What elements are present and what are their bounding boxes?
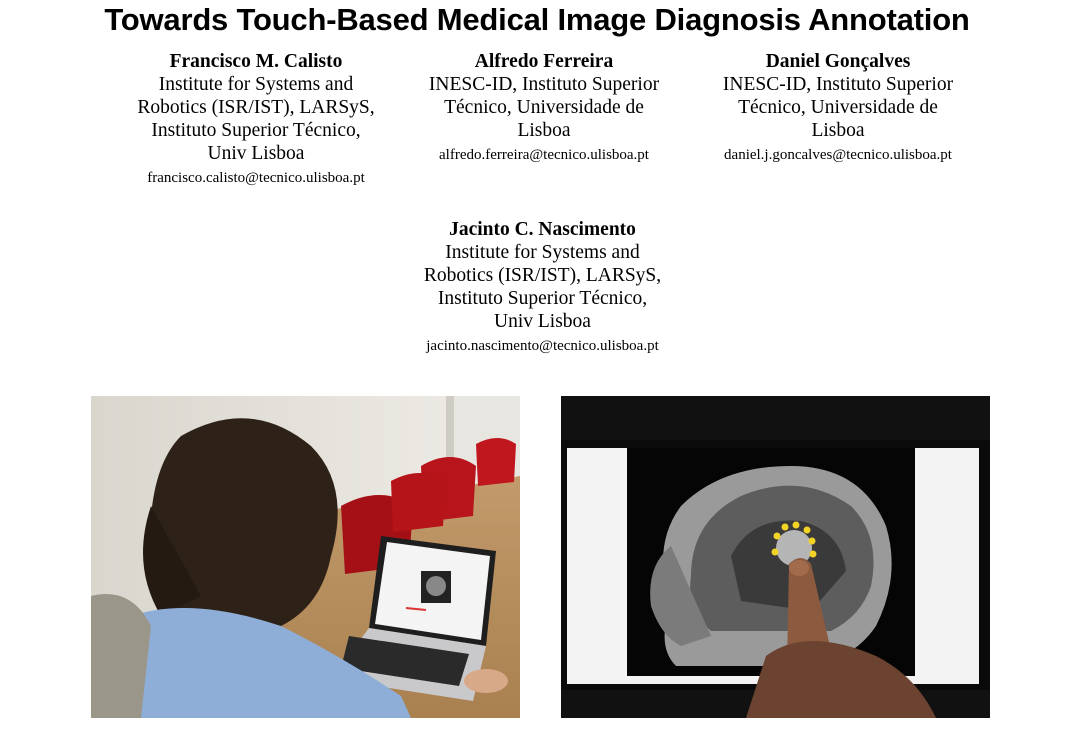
author-email[interactable]: francisco.calisto@tecnico.ulisboa.pt [147,170,365,186]
author-block: Daniel Gonçalves INESC-ID, Instituto Sup… [698,50,978,165]
author-affiliation-line: Robotics (ISR/IST), LARSyS, [423,265,662,286]
author-affiliation-line: INESC-ID, Instituto Superior [722,74,954,95]
author-email[interactable]: daniel.j.goncalves@tecnico.ulisboa.pt [724,147,952,163]
author-affiliation-line: Instituto Superior Técnico, [151,120,361,141]
author-affiliation-line: Lisboa [517,120,571,141]
author-block: Jacinto C. Nascimento Institute for Syst… [400,218,685,356]
author-affiliation-line: Institute for Systems and [445,242,640,263]
author-affiliation-line: Lisboa [811,120,865,141]
author-email[interactable]: alfredo.ferreira@tecnico.ulisboa.pt [439,147,649,163]
person-using-laptop-photo [91,396,520,718]
mri-touch-illustration [561,396,990,718]
person-using-laptop-illustration [91,396,520,718]
author-name: Francisco M. Calisto [169,51,343,72]
author-name: Alfredo Ferreira [474,51,614,72]
author-email[interactable]: jacinto.nascimento@tecnico.ulisboa.pt [426,338,659,354]
author-affiliation-line: Institute for Systems and [158,74,354,95]
author-affiliation-line: INESC-ID, Instituto Superior [428,74,660,95]
author-affiliation-line: Robotics (ISR/IST), LARSyS, [137,97,375,118]
author-name: Daniel Gonçalves [765,51,911,72]
touch-annotation-mri-photo [561,396,990,718]
author-affiliation-line: Univ Lisboa [494,311,591,332]
author-affiliation-line: Técnico, Universidade de [444,97,644,118]
author-affiliation-line: Técnico, Universidade de [738,97,938,118]
author-affiliation-line: Univ Lisboa [207,143,305,164]
author-block: Francisco M. Calisto Institute for Syste… [120,50,392,188]
paper-title: Towards Touch-Based Medical Image Diagno… [104,2,970,37]
author-name: Jacinto C. Nascimento [449,219,636,240]
author-block: Alfredo Ferreira INESC-ID, Instituto Sup… [408,50,680,165]
author-affiliation-line: Instituto Superior Técnico, [437,288,648,309]
